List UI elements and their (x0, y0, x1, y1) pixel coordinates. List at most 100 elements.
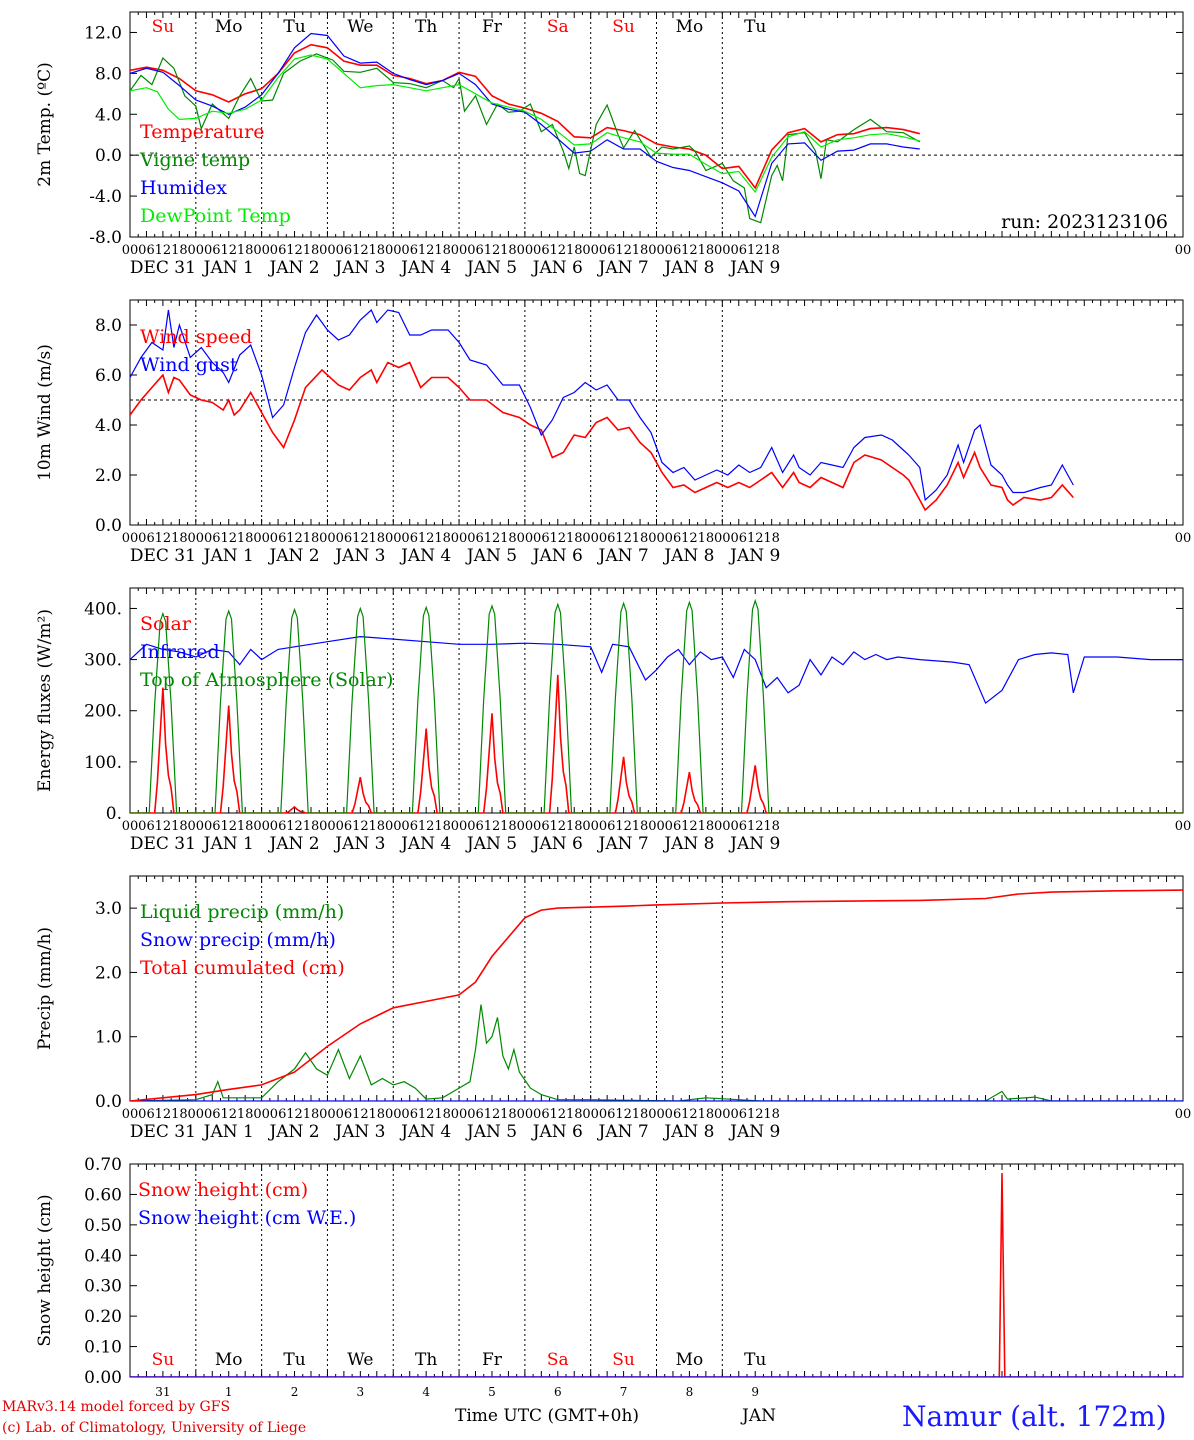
temp-y-tick-label: 0.0 (95, 146, 122, 166)
energy-series-green (130, 598, 1183, 813)
temp-hour-label: 00 (253, 243, 270, 258)
precip-hour-label: 18 (763, 1107, 780, 1122)
precip-date-label: JAN 3 (333, 1122, 385, 1142)
energy-series-blue (130, 635, 1183, 705)
wind-date-label: JAN 4 (399, 546, 451, 566)
energy-hour-label: 00 (517, 819, 534, 834)
snow-weekday-label: Th (415, 1350, 437, 1370)
wind-date-label: JAN 6 (531, 546, 583, 566)
wind-hour-label: 12 (418, 531, 435, 546)
wind-hour-label: 06 (336, 531, 353, 546)
precip-hour-label: 06 (401, 1107, 418, 1122)
energy-legend-green: Top of Atmosphere (Solar) (140, 669, 393, 691)
temp-hour-label: 00 (188, 243, 205, 258)
temp-hour-label: 18 (369, 243, 386, 258)
energy-hour-label: 00 (648, 819, 665, 834)
wind-y-axis-label: 10m Wind (m/s) (35, 344, 55, 481)
precip-date-label: JAN 5 (465, 1122, 517, 1142)
precip-hour-label: 00 (122, 1107, 139, 1122)
precip-date-label: DEC 31 (130, 1122, 196, 1142)
snow-legend-blue: Snow height (cm W.E.) (138, 1207, 356, 1229)
temp-series-green (130, 53, 921, 224)
snow-y-tick-label: 0.00 (84, 1368, 122, 1388)
temp-hour-label: 06 (204, 243, 221, 258)
wind-y-tick-label: 0.0 (95, 516, 122, 536)
precip-hour-label: 06 (665, 1107, 682, 1122)
temp-weekday-label: Mo (676, 17, 704, 37)
snow-y-tick-label: 0.60 (84, 1185, 122, 1205)
energy-hour-label: 18 (763, 819, 780, 834)
precip-hour-label: 12 (155, 1107, 172, 1122)
precip-date-label: JAN 2 (267, 1122, 319, 1142)
temp-hour-label: 18 (237, 243, 254, 258)
energy-hour-label: 06 (533, 819, 550, 834)
wind-date-label: JAN 7 (597, 546, 649, 566)
energy-hour-label: 12 (681, 819, 698, 834)
temp-y-tick-label: 4.0 (95, 105, 122, 125)
snow-weekday-label: Su (152, 1350, 175, 1370)
energy-hour-label: 00 (1175, 819, 1192, 834)
energy-hour-label: 06 (599, 819, 616, 834)
precip-hour-label: 00 (188, 1107, 205, 1122)
precip-hour-label: 18 (566, 1107, 583, 1122)
temp-hour-label: 12 (352, 243, 369, 258)
energy-legend-red: Solar (140, 613, 192, 635)
wind-hour-label: 00 (451, 531, 468, 546)
wind-hour-label: 18 (566, 531, 583, 546)
temp-hour-label: 18 (303, 243, 320, 258)
wind-hour-label: 06 (138, 531, 155, 546)
snow-legend-red: Snow height (cm) (138, 1179, 308, 1201)
snow-y-tick-label: 0.10 (84, 1338, 122, 1358)
wind-hour-label: 00 (648, 531, 665, 546)
wind-hour-label: 18 (171, 531, 188, 546)
energy-date-label: DEC 31 (130, 834, 196, 854)
wind-hour-label: 06 (599, 531, 616, 546)
wind-hour-label: 12 (155, 531, 172, 546)
precip-date-label: JAN 8 (662, 1122, 714, 1142)
energy-date-label: JAN 4 (399, 834, 451, 854)
temp-hour-label: 12 (220, 243, 237, 258)
wind-hour-label: 18 (632, 531, 649, 546)
temp-hour-label: 12 (286, 243, 303, 258)
temp-y-tick-label: 12.0 (84, 23, 122, 43)
snow-weekday-label: Tu (744, 1350, 766, 1370)
precip-hour-label: 12 (615, 1107, 632, 1122)
wind-series-red (130, 361, 1074, 512)
wind-hour-label: 06 (204, 531, 221, 546)
precip-hour-label: 18 (237, 1107, 254, 1122)
day-number-label: 31 (155, 1385, 170, 1399)
snow-series-red (130, 1173, 1183, 1377)
temp-date-label: JAN 1 (202, 258, 254, 278)
temp-legend-red: Temperature (140, 121, 264, 143)
wind-hour-label: 00 (319, 531, 336, 546)
temp-series-blue (130, 32, 920, 218)
precip-hour-label: 18 (632, 1107, 649, 1122)
temp-hour-label: 18 (566, 243, 583, 258)
temp-hour-label: 00 (714, 243, 731, 258)
energy-hour-label: 18 (434, 819, 451, 834)
wind-hour-label: 00 (517, 531, 534, 546)
energy-panel (129, 587, 1184, 814)
temp-hour-label: 06 (533, 243, 550, 258)
precip-hour-label: 06 (138, 1107, 155, 1122)
energy-hour-label: 12 (550, 819, 567, 834)
temp-hour-label: 00 (385, 243, 402, 258)
energy-hour-label: 12 (615, 819, 632, 834)
precip-hour-label: 18 (434, 1107, 451, 1122)
temp-hour-label: 06 (401, 243, 418, 258)
precip-y-tick-label: 0.0 (95, 1092, 122, 1112)
precip-legend-red: Total cumulated (cm) (140, 957, 345, 979)
snow-weekday-label: Su (612, 1350, 635, 1370)
wind-hour-label: 12 (220, 531, 237, 546)
temp-hour-label: 00 (451, 243, 468, 258)
wind-series-blue (130, 308, 1074, 502)
wind-date-label: JAN 2 (267, 546, 319, 566)
precip-hour-label: 12 (681, 1107, 698, 1122)
temp-weekday-label: Su (152, 17, 175, 37)
temp-series-lime (130, 54, 920, 194)
temp-weekday-label: Tu (744, 17, 766, 37)
energy-hour-label: 00 (714, 819, 731, 834)
model-credit: MARv3.14 model forced by GFS (2, 1399, 231, 1415)
day-number-label: 7 (620, 1385, 628, 1399)
energy-hour-label: 00 (582, 819, 599, 834)
